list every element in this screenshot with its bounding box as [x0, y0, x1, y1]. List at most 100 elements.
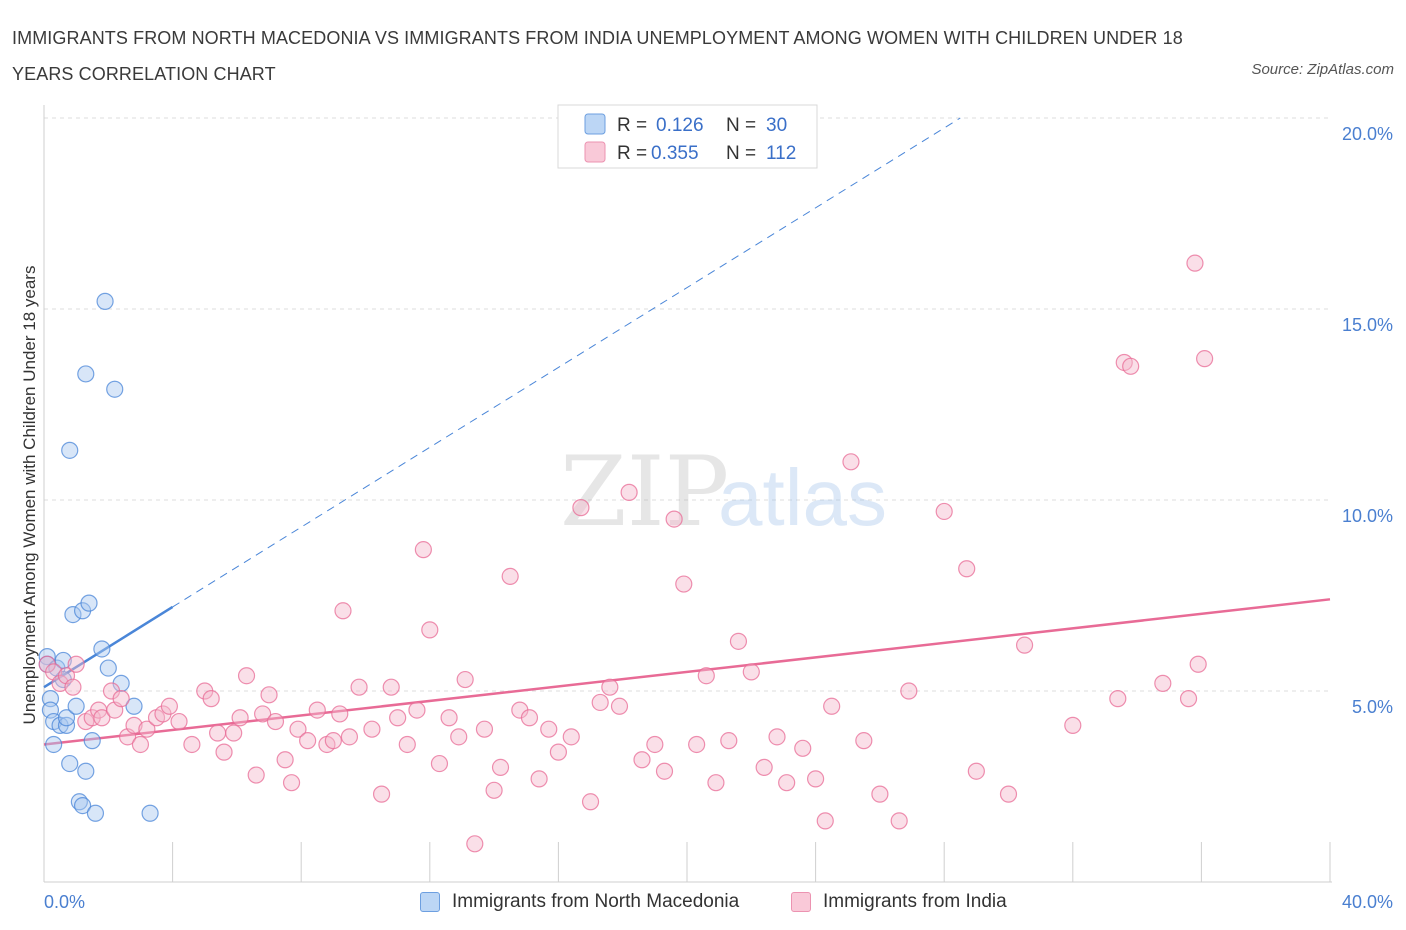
point-india-49 [408, 701, 426, 719]
point-india-90 [842, 453, 860, 471]
point-india-56 [466, 835, 484, 853]
point-india-28 [237, 667, 256, 685]
point-india-58 [485, 781, 503, 799]
legend-box: R = 0.126 N = 30 R = 0.355 N = 112 [557, 104, 818, 169]
point-macedonia-23 [86, 804, 105, 822]
trend-line-macedonia [43, 605, 174, 689]
point-india-5 [67, 655, 85, 673]
point-india-24 [209, 724, 227, 742]
point-india-85 [768, 728, 786, 746]
point-india-79 [697, 667, 715, 685]
legend-n-label-2: N = [726, 143, 756, 164]
point-india-30 [254, 705, 272, 723]
point-india-32 [266, 712, 285, 731]
y-tick-label-0: 5.0% [1352, 697, 1393, 717]
bottom-legend-swatch-macedonia [420, 892, 440, 912]
trend-lines [43, 117, 1331, 746]
point-india-39 [324, 732, 342, 750]
axes [43, 105, 1332, 883]
legend-n-label-1: N = [726, 115, 756, 136]
point-macedonia-30 [141, 804, 159, 822]
point-india-42 [350, 678, 368, 696]
point-india-103 [1122, 357, 1140, 375]
y-tick-label-3: 20.0% [1342, 124, 1393, 144]
point-india-63 [530, 770, 548, 788]
point-india-60 [501, 567, 519, 586]
point-india-46 [382, 678, 400, 696]
tick-labels: 5.0% 10.0% 15.0% 20.0% 0.0% 40.0% [44, 124, 1393, 912]
point-macedonia-5 [45, 735, 63, 754]
point-india-84 [755, 758, 773, 777]
point-india-74 [646, 735, 664, 754]
bottom-legend-label-india: Immigrants from India [823, 891, 1007, 912]
point-india-72 [620, 483, 638, 501]
point-india-81 [720, 732, 738, 750]
point-india-47 [389, 709, 407, 727]
gridlines [44, 117, 1330, 692]
point-india-40 [331, 705, 349, 723]
point-india-41 [340, 728, 359, 746]
point-india-93 [890, 812, 908, 830]
legend-r-value-2: 0.355 [651, 143, 699, 164]
point-india-12 [112, 690, 130, 708]
point-macedonia-20 [77, 365, 95, 383]
point-india-97 [967, 762, 985, 780]
legend-r-value-1: 0.126 [656, 115, 704, 136]
trend-extension-macedonia [172, 117, 961, 608]
point-india-25 [215, 743, 233, 761]
point-india-20 [170, 712, 188, 731]
point-india-91 [855, 732, 873, 750]
point-india-101 [1109, 690, 1127, 708]
point-macedonia-27 [106, 380, 124, 398]
legend-swatch-macedonia [584, 113, 606, 135]
point-india-80 [707, 774, 725, 792]
bottom-legend-india: Immigrants from India [791, 889, 1007, 915]
watermark: ZIP atlas [560, 436, 887, 548]
point-india-67 [572, 499, 590, 517]
point-macedonia-26 [99, 659, 117, 677]
point-india-44 [363, 720, 381, 738]
point-india-76 [665, 510, 683, 528]
point-india-15 [131, 735, 150, 754]
point-india-33 [276, 751, 294, 769]
series-1-points [38, 254, 1214, 853]
point-india-88 [806, 770, 825, 788]
point-india-48 [398, 735, 416, 754]
point-india-108 [1189, 655, 1207, 673]
point-india-52 [430, 754, 449, 773]
point-macedonia-19 [77, 762, 95, 780]
source-label: Source: ZipAtlas.com [1251, 61, 1394, 78]
point-india-99 [1015, 636, 1034, 654]
point-india-31 [260, 686, 278, 704]
point-india-29 [247, 766, 265, 784]
point-india-87 [794, 739, 812, 757]
point-india-53 [440, 709, 458, 727]
point-india-19 [160, 697, 178, 715]
point-india-59 [491, 758, 510, 777]
point-india-62 [520, 709, 539, 727]
point-india-83 [742, 663, 760, 681]
point-macedonia-22 [83, 732, 101, 750]
point-india-94 [900, 682, 918, 700]
point-macedonia-24 [93, 640, 111, 658]
point-india-98 [999, 785, 1018, 803]
point-india-21 [183, 735, 201, 754]
point-macedonia-25 [96, 292, 114, 310]
point-india-50 [414, 541, 432, 559]
point-india-37 [308, 701, 326, 719]
point-india-16 [138, 720, 156, 738]
point-india-75 [655, 762, 674, 780]
point-india-43 [334, 602, 352, 620]
point-india-77 [675, 575, 693, 593]
point-india-9 [93, 709, 111, 727]
point-india-57 [475, 720, 494, 738]
point-india-54 [450, 728, 468, 746]
point-india-51 [421, 621, 439, 639]
point-india-65 [549, 743, 568, 761]
point-macedonia-13 [61, 754, 79, 773]
point-india-89 [823, 697, 841, 715]
point-macedonia-12 [61, 441, 79, 459]
y-tick-label-2: 15.0% [1342, 315, 1393, 335]
bottom-legend-label-macedonia: Immigrants from North Macedonia [452, 891, 740, 912]
